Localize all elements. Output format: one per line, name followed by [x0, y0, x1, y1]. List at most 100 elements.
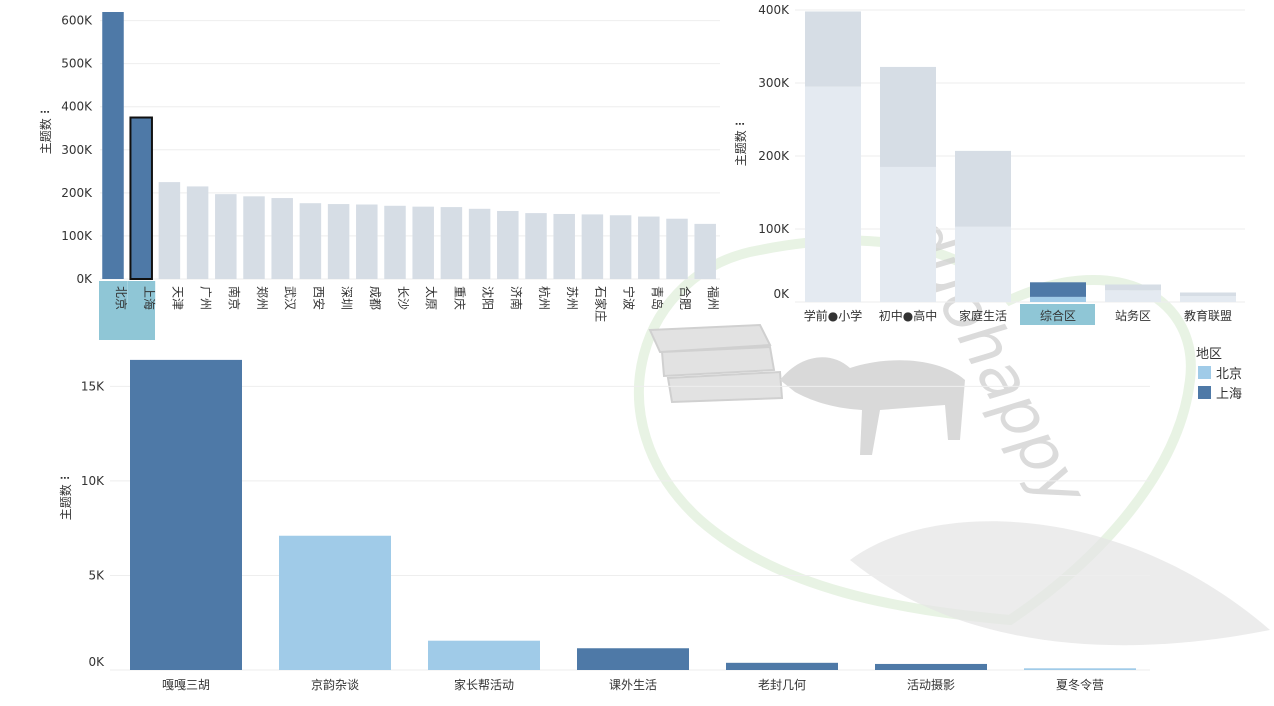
city-category-label[interactable]: 南京 — [227, 286, 242, 310]
city-category-label[interactable]: 重庆 — [452, 286, 466, 310]
legend-swatch-beijing[interactable] — [1198, 366, 1211, 379]
category-bar-shanghai[interactable] — [1030, 282, 1086, 297]
category-bar-beijing[interactable] — [880, 166, 936, 302]
city-bar[interactable] — [356, 204, 378, 279]
category-bar-beijing[interactable] — [805, 86, 861, 303]
watermark-books — [648, 323, 784, 404]
legend-label-beijing[interactable]: 北京 — [1216, 367, 1242, 382]
category-ytick-label: 300K — [758, 76, 790, 90]
category-label[interactable]: 家庭生活 — [959, 308, 1007, 323]
city-category-label[interactable]: 福州 — [706, 286, 721, 310]
category-chart: 0K 100K 200K 300K 400K 主题数 ⠇ 学前●小学 初中●高中 家庭生活 综合区… — [733, 3, 1245, 325]
legend-swatch-shanghai[interactable] — [1198, 386, 1211, 399]
topic-category-label[interactable]: 夏冬令营 — [1056, 677, 1104, 692]
topic-bar[interactable] — [1024, 668, 1136, 670]
topic-category-label[interactable]: 课外生活 — [609, 678, 657, 692]
topic-y-axis-label: 主题数 ⠇ — [58, 472, 73, 521]
city-bar[interactable] — [581, 214, 604, 279]
city-category-label[interactable]: 太原 — [424, 286, 439, 310]
topic-bar[interactable] — [279, 535, 391, 670]
legend-label-shanghai[interactable]: 上海 — [1216, 387, 1242, 402]
topic-category-label[interactable]: 家长帮活动 — [454, 677, 514, 692]
city-bar[interactable] — [694, 223, 716, 279]
city-bar[interactable] — [440, 207, 463, 279]
city-category-label[interactable]: 广州 — [199, 286, 213, 310]
city-bar[interactable] — [638, 216, 660, 279]
category-bar-shanghai[interactable] — [955, 150, 1011, 227]
city-bar[interactable] — [271, 198, 293, 279]
category-bar-beijing[interactable] — [1030, 296, 1086, 302]
city-bar[interactable] — [525, 213, 547, 279]
city-bar[interactable] — [609, 215, 632, 279]
category-label[interactable]: 教育联盟 — [1184, 308, 1232, 323]
topic-category-label[interactable]: 京韵杂谈 — [311, 677, 359, 692]
city-category-label[interactable]: 济南 — [509, 286, 524, 310]
category-label[interactable]: 综合区 — [1040, 308, 1076, 323]
city-ytick-label: 200K — [61, 186, 93, 200]
category-ytick-label: 0K — [773, 287, 790, 301]
city-category-label[interactable]: 北京 — [114, 286, 128, 310]
topic-bar[interactable] — [875, 663, 987, 670]
category-y-axis-label: 主题数 ⠇ — [733, 118, 748, 167]
city-category-label[interactable]: 郑州 — [255, 286, 270, 310]
topic-category-label[interactable]: 嘎嘎三胡 — [162, 678, 210, 692]
city-bar[interactable] — [666, 218, 688, 279]
city-bar[interactable] — [102, 12, 124, 279]
city-category-label[interactable]: 苏州 — [565, 286, 579, 310]
city-category-label[interactable]: 宁波 — [622, 286, 637, 310]
city-bar[interactable] — [129, 116, 153, 280]
legend-title: 地区 — [1196, 347, 1222, 362]
city-category-label[interactable]: 上海 — [142, 286, 157, 310]
city-bar[interactable] — [158, 182, 181, 279]
topic-category-label[interactable]: 老封几何 — [758, 678, 806, 692]
city-category-label[interactable]: 沈阳 — [481, 286, 496, 310]
topic-category-label[interactable]: 活动摄影 — [907, 677, 955, 692]
city-category-label[interactable]: 武汉 — [283, 286, 297, 310]
legend: 地区 北京 上海 — [1196, 347, 1242, 402]
watermark-goat — [780, 357, 965, 455]
topic-bar[interactable] — [130, 359, 242, 670]
topic-bar[interactable] — [428, 640, 540, 670]
city-bar[interactable] — [412, 206, 434, 279]
city-category-label[interactable]: 石家庄 — [593, 286, 608, 322]
category-bar-shanghai[interactable] — [1105, 284, 1161, 291]
city-bar[interactable] — [299, 203, 322, 279]
city-category-label[interactable]: 天津 — [170, 286, 184, 310]
city-ytick-label: 500K — [61, 57, 93, 71]
city-chart: 0K 100K 200K 300K 400K 500K 600K 主题数 ⠇ 北京 上海 天津 广州南… — [38, 12, 721, 340]
city-category-label[interactable]: 长沙 — [396, 286, 410, 310]
category-label[interactable]: 初中●高中 — [879, 308, 937, 323]
city-bar[interactable] — [497, 210, 519, 279]
city-category-label[interactable]: 深圳 — [340, 286, 354, 310]
category-bar-shanghai[interactable] — [805, 11, 861, 87]
city-ytick-label: 400K — [61, 100, 93, 114]
category-bar-shanghai[interactable] — [1180, 292, 1236, 297]
city-category-label[interactable]: 西安 — [311, 286, 326, 310]
city-bar[interactable] — [384, 205, 406, 279]
city-category-label[interactable]: 杭州 — [537, 286, 552, 310]
city-ytick-label: 100K — [61, 229, 93, 243]
city-bar[interactable] — [186, 186, 209, 279]
city-category-label[interactable]: 合肥 — [678, 286, 693, 310]
category-ytick-label: 400K — [758, 3, 790, 17]
topic-bar[interactable] — [726, 662, 838, 670]
city-bar[interactable] — [243, 196, 265, 279]
topic-bar[interactable] — [577, 648, 689, 670]
category-bar-beijing[interactable] — [955, 226, 1011, 302]
city-label-highlight — [127, 281, 156, 305]
category-bar-beijing[interactable] — [1180, 296, 1236, 302]
category-bar-beijing[interactable] — [1105, 290, 1161, 302]
city-bar[interactable] — [327, 204, 350, 279]
city-category-label[interactable]: 成都 — [368, 286, 382, 310]
category-ytick-label: 100K — [758, 222, 790, 236]
city-bar[interactable] — [215, 194, 237, 279]
city-bar[interactable] — [553, 213, 575, 279]
topic-ytick-label: 15K — [81, 379, 105, 393]
city-bar[interactable] — [468, 208, 491, 279]
topic-ytick-label: 10K — [81, 474, 105, 488]
city-category-label[interactable]: 青岛 — [650, 286, 665, 310]
category-bar-shanghai[interactable] — [880, 66, 936, 167]
category-label[interactable]: 学前●小学 — [804, 308, 862, 323]
category-label[interactable]: 站务区 — [1115, 308, 1151, 323]
